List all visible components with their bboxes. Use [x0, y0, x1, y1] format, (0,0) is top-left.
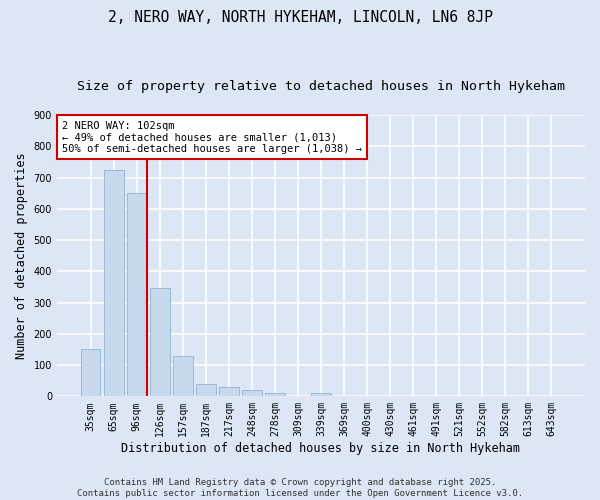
- Text: 2, NERO WAY, NORTH HYKEHAM, LINCOLN, LN6 8JP: 2, NERO WAY, NORTH HYKEHAM, LINCOLN, LN6…: [107, 10, 493, 25]
- Bar: [104, 170, 124, 396]
- Bar: [81, 350, 100, 397]
- Bar: [173, 356, 193, 397]
- Text: 2 NERO WAY: 102sqm
← 49% of detached houses are smaller (1,013)
50% of semi-deta: 2 NERO WAY: 102sqm ← 49% of detached hou…: [62, 120, 362, 154]
- Y-axis label: Number of detached properties: Number of detached properties: [15, 152, 28, 359]
- Bar: [127, 193, 146, 396]
- Bar: [265, 393, 284, 396]
- Bar: [150, 288, 170, 397]
- Bar: [242, 390, 262, 396]
- Bar: [219, 387, 239, 396]
- Bar: [311, 393, 331, 396]
- Title: Size of property relative to detached houses in North Hykeham: Size of property relative to detached ho…: [77, 80, 565, 93]
- X-axis label: Distribution of detached houses by size in North Hykeham: Distribution of detached houses by size …: [121, 442, 520, 455]
- Text: Contains HM Land Registry data © Crown copyright and database right 2025.
Contai: Contains HM Land Registry data © Crown c…: [77, 478, 523, 498]
- Bar: [196, 384, 215, 396]
